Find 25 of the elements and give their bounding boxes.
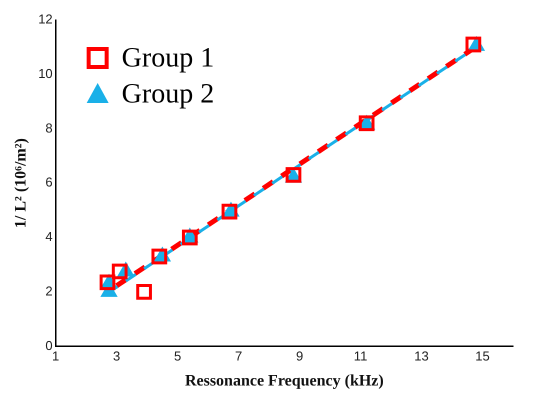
x-tick-label: 13 [414, 348, 429, 364]
point [151, 248, 168, 264]
x-axis-title: Ressonance Frequency (kHz) [184, 372, 384, 390]
y-tick-label: 8 [45, 120, 53, 136]
x-tick-label: 11 [354, 348, 368, 364]
legend-label: Group 2 [122, 78, 214, 110]
point [112, 264, 128, 280]
y-tick-label: 0 [45, 338, 53, 353]
point [182, 230, 198, 246]
y-tick-label: 4 [45, 229, 53, 244]
x-tick-label: 9 [296, 348, 304, 364]
point [466, 36, 482, 52]
y-tick-label: 2 [45, 283, 53, 298]
x-tick-label: 1 [52, 348, 60, 364]
y-tick-label: 10 [38, 66, 53, 81]
x-tick-label: 7 [234, 348, 242, 364]
point [136, 284, 152, 300]
y-axis-title: 1/ L² (10⁶/m²) [12, 138, 30, 228]
y-tick-label: 6 [45, 174, 53, 190]
y-tick-label: 12 [38, 12, 53, 27]
x-tick-label: 15 [475, 348, 490, 364]
point [222, 204, 238, 220]
legend-label: Group 1 [122, 42, 214, 74]
x-tick-label: 3 [113, 348, 120, 364]
x-tick-label: 5 [174, 348, 182, 364]
